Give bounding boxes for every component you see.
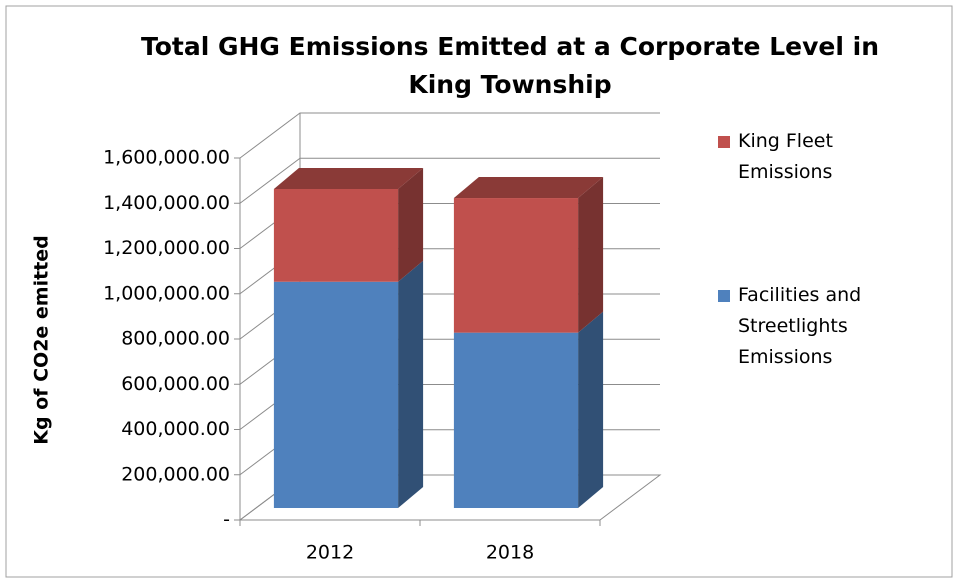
bar-side	[578, 177, 604, 333]
y-tick-label: 1,200,000.00	[103, 237, 230, 259]
legend-item: Facilities and Streetlights Emissions	[718, 280, 918, 373]
legend-label: Facilities and Streetlights Emissions	[738, 284, 862, 368]
x-tick-label: 2012	[306, 542, 354, 564]
grid-line	[239, 112, 660, 159]
chart-title: Total GHG Emissions Emitted at a Corpora…	[140, 32, 879, 99]
bar-top	[453, 177, 604, 199]
x-tick-label: 2018	[486, 542, 534, 564]
bar-top	[273, 167, 424, 189]
y-tick-label: 800,000.00	[121, 328, 230, 350]
y-tick-label: 200,000.00	[121, 463, 230, 485]
y-tick-label: 1,600,000.00	[103, 147, 230, 169]
bar	[273, 281, 399, 508]
legend-swatch	[718, 290, 730, 302]
legend-swatch	[718, 136, 730, 148]
bar	[273, 188, 399, 282]
legend-item: King Fleet Emissions	[718, 126, 918, 188]
bar	[453, 332, 579, 508]
bar-side	[578, 311, 604, 508]
grid-line	[239, 157, 660, 204]
y-tick-label: 1,000,000.00	[103, 282, 230, 304]
y-tick-label: 1,400,000.00	[103, 192, 230, 214]
bar	[453, 198, 579, 333]
bar-side	[398, 167, 424, 282]
legend-label: King Fleet Emissions	[738, 130, 833, 183]
y-tick-label: -	[223, 509, 230, 531]
y-tick-label: 400,000.00	[121, 418, 230, 440]
bar-side	[398, 260, 424, 508]
y-axis-label: Kg of CO2e emitted	[31, 235, 53, 445]
y-tick-label: 600,000.00	[121, 373, 230, 395]
